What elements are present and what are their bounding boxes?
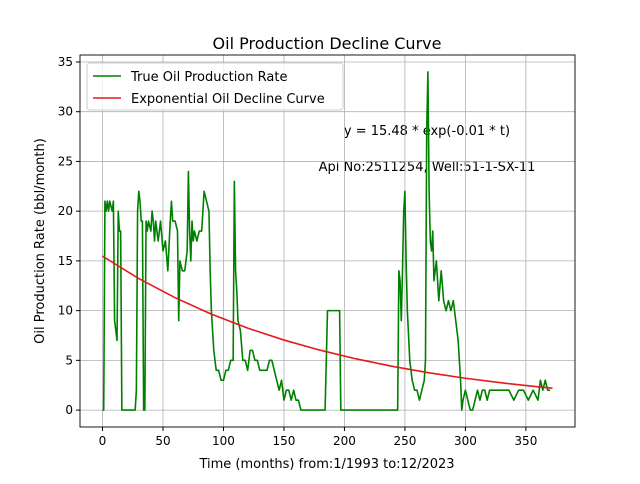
line-series — [102, 71, 551, 411]
y-tick-label: 25 — [58, 154, 73, 168]
y-axis-label: Oil Production Rate (bbl/month) — [33, 138, 48, 344]
x-tick-label: 350 — [514, 434, 537, 448]
y-tick-label: 5 — [65, 353, 73, 367]
y-tick-label: 20 — [58, 204, 73, 218]
y-tick-label: 35 — [58, 55, 73, 69]
line-series — [102, 255, 553, 390]
x-tick-label: 100 — [212, 434, 235, 448]
x-tick-label: 250 — [393, 434, 416, 448]
legend-box — [86, 62, 344, 111]
y-tick-label: 0 — [65, 403, 73, 417]
x-tick-label: 50 — [155, 434, 170, 448]
x-tick-label: 300 — [454, 434, 477, 448]
axes-frame — [79, 54, 576, 428]
x-tick-label: 150 — [272, 434, 295, 448]
legend-label: True Oil Production Rate — [130, 70, 287, 85]
chart-title: Oil Production Decline Curve — [213, 34, 442, 53]
y-tick-label: 15 — [58, 254, 73, 268]
x-tick-label: 0 — [99, 434, 107, 448]
y-tick-label: 30 — [58, 105, 73, 119]
x-tick-label: 200 — [333, 434, 356, 448]
x-axis-label: Time (months) from:1/1993 to:12/2023 — [198, 457, 454, 472]
y-tick-label: 10 — [58, 304, 73, 318]
legend-label: Exponential Oil Decline Curve — [131, 92, 325, 107]
